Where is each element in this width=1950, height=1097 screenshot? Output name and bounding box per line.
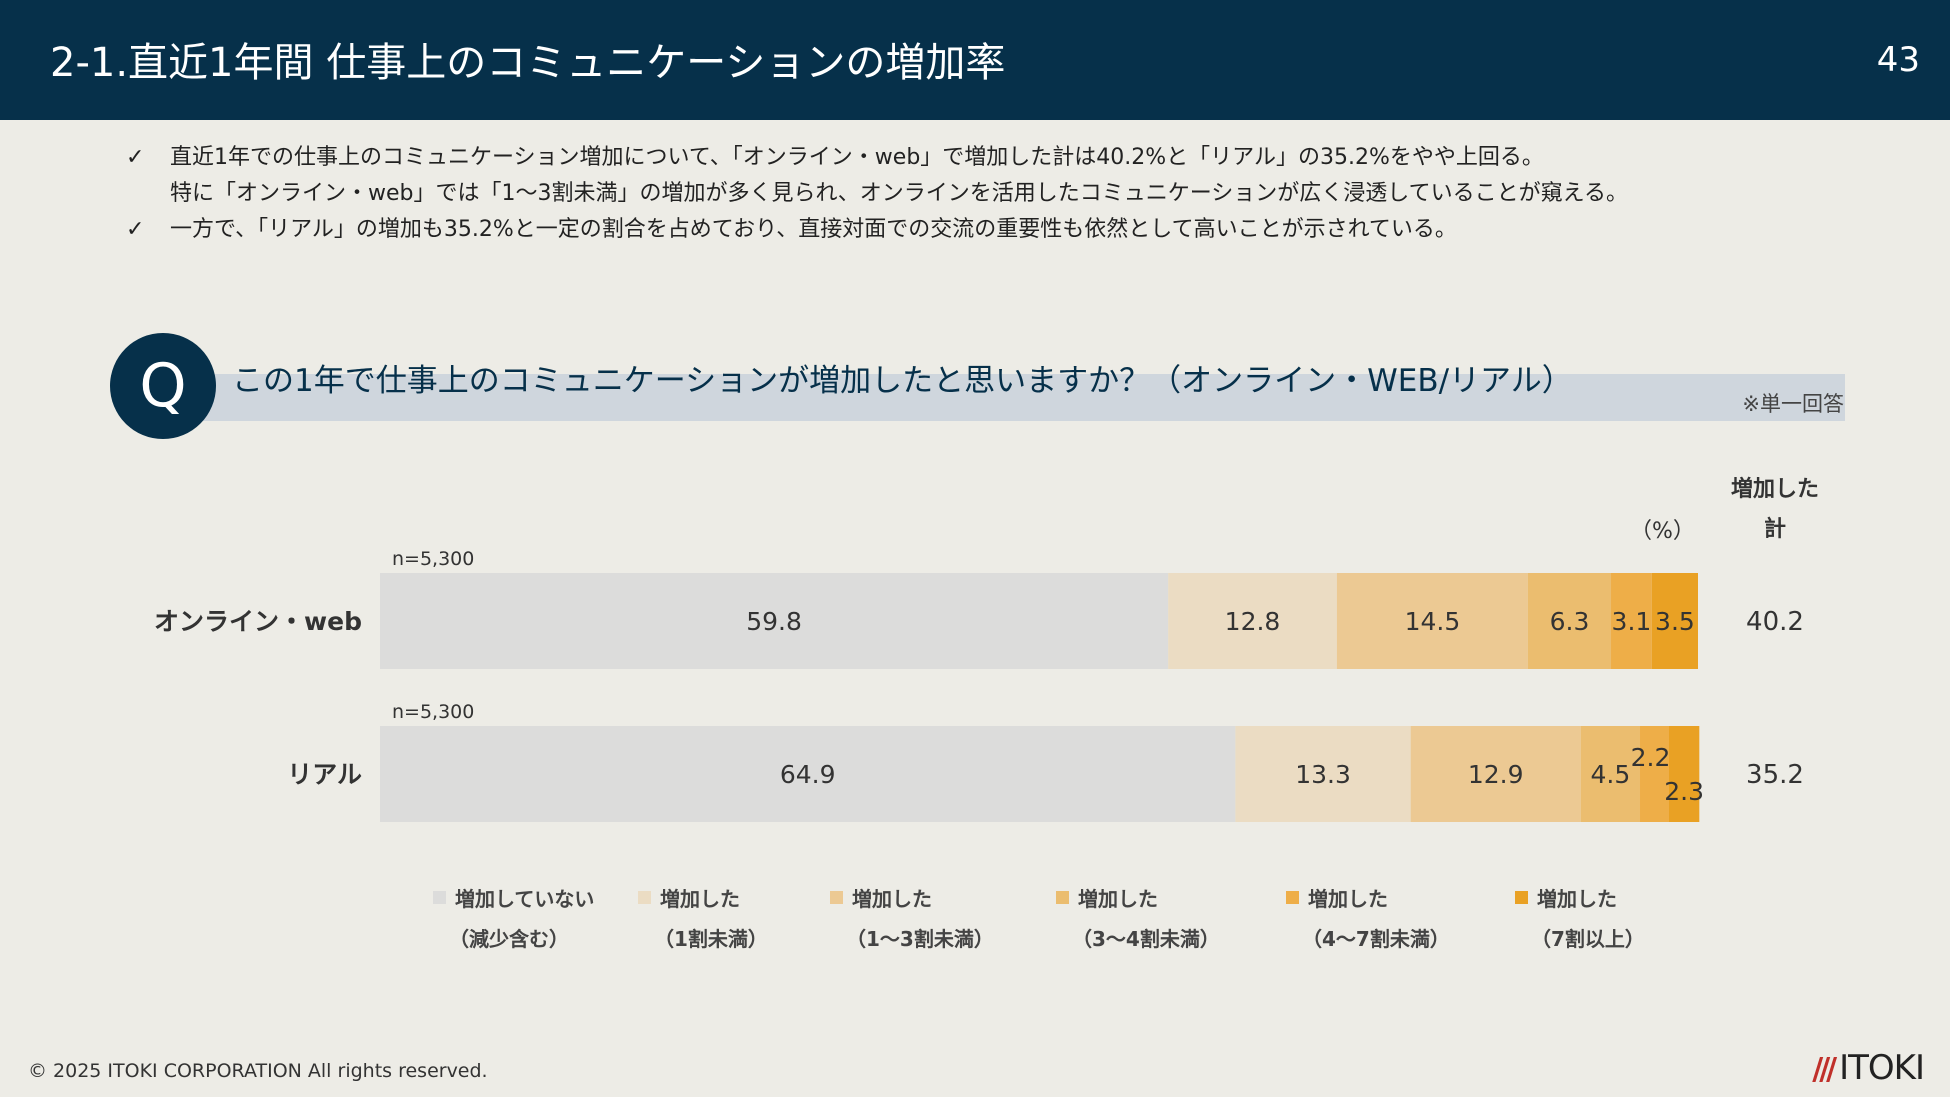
check-icon: ✓	[126, 217, 145, 242]
legend-sublabel: （4～7割未満）	[1302, 927, 1450, 951]
logo-text: ITOKI	[1839, 1048, 1925, 1088]
bar-segment	[1611, 573, 1652, 669]
data-label: 2.2	[1631, 743, 1671, 772]
header-bar: 2-1.直近1年間 仕事上のコミュニケーションの増加率 43	[0, 0, 1950, 120]
sample-size-label: n=5,300	[392, 548, 474, 570]
legend-label: 増加した	[1537, 887, 1617, 911]
logo-mark-icon: ///	[1812, 1052, 1837, 1087]
question-marker: Q	[110, 333, 216, 439]
question-text: この1年で仕事上のコミュニケーションが増加したと思いますか？（オンライン・WEB…	[232, 363, 1573, 399]
legend-swatch	[830, 891, 843, 904]
legend-label: 増加した	[852, 887, 932, 911]
data-label: 12.9	[1468, 760, 1524, 789]
total-header: 増加した 計	[1720, 470, 1830, 550]
chart-legend: 増加していない （減少含む） 増加した （1割未満） 増加した （1～3割未満） 増加した （…	[0, 883, 1950, 973]
legend-sublabel: （減少含む）	[449, 927, 569, 951]
bar-segment	[1580, 726, 1641, 822]
legend-sublabel: （1～3割未満）	[846, 927, 994, 951]
legend-label: 増加した	[1308, 887, 1388, 911]
data-label: 2.3	[1664, 777, 1704, 806]
legend-swatch	[1056, 891, 1069, 904]
bar-segment	[380, 726, 1236, 822]
row-label: リアル	[287, 760, 362, 789]
bullet-item: ✓ 直近1年での仕事上のコミュニケーション増加について、「オンライン・web」で…	[126, 140, 1886, 212]
page-title: 2-1.直近1年間 仕事上のコミュニケーションの増加率	[50, 40, 1006, 86]
bar-segment	[1235, 726, 1411, 822]
legend-swatch	[1515, 891, 1528, 904]
total-header-line2: 計	[1763, 517, 1786, 542]
total-value: 40.2	[1746, 607, 1804, 637]
data-label: 13.3	[1295, 760, 1351, 789]
answer-type-note: ※単一回答	[1742, 392, 1844, 416]
bar-segment	[1410, 726, 1581, 822]
data-label: 64.9	[780, 760, 836, 789]
company-logo: ///ITOKI	[1812, 1048, 1925, 1088]
bar-segment	[1651, 573, 1698, 669]
legend-sublabel: （7割以上）	[1531, 927, 1645, 951]
legend-sublabel: （1割未満）	[654, 927, 768, 951]
legend-swatch	[1286, 891, 1299, 904]
legend-label: 増加した	[1078, 887, 1158, 911]
data-label: 12.8	[1225, 607, 1281, 636]
data-label: 4.5	[1590, 760, 1630, 789]
total-header-line1: 増加した	[1730, 477, 1819, 502]
legend-label: 増加していない	[455, 887, 595, 911]
bullet-item: ✓ 一方で、「リアル」の増加も35.2%と一定の割合を占めており、直接対面での交…	[126, 212, 1886, 248]
legend-sublabel: （3～4割未満）	[1072, 927, 1220, 951]
legend-swatch	[433, 891, 446, 904]
summary-bullets: ✓ 直近1年での仕事上のコミュニケーション増加について、「オンライン・web」で…	[126, 140, 1886, 248]
page-number: 43	[1876, 40, 1920, 80]
total-value: 35.2	[1746, 760, 1804, 790]
unit-label: （%）	[1630, 519, 1695, 544]
bar-segment	[1669, 726, 1700, 822]
bar-segment	[1336, 573, 1528, 669]
data-label: 6.3	[1550, 607, 1590, 636]
data-label: 3.5	[1655, 607, 1695, 636]
data-label: 3.1	[1612, 607, 1652, 636]
bar-segment	[1640, 726, 1670, 822]
data-label: 14.5	[1405, 607, 1461, 636]
bullet-line: 直近1年での仕事上のコミュニケーション増加について、「オンライン・web」で増加…	[170, 145, 1544, 170]
bullet-line: 一方で、「リアル」の増加も35.2%と一定の割合を占めており、直接対面での交流の…	[170, 217, 1457, 242]
copyright: © 2025 ITOKI CORPORATION All rights rese…	[28, 1060, 488, 1082]
row-label: オンライン・web	[154, 607, 362, 636]
check-icon: ✓	[126, 145, 145, 170]
question-band	[200, 374, 1845, 421]
legend-swatch	[638, 891, 651, 904]
bar-segment	[1527, 573, 1612, 669]
bar-segment	[1168, 573, 1337, 669]
sample-size-label: n=5,300	[392, 701, 474, 723]
data-label: 59.8	[746, 607, 802, 636]
bullet-line: 特に「オンライン・web」では「1～3割未満」の増加が多く見られ、オンラインを活…	[170, 181, 1628, 206]
legend-label: 増加した	[660, 887, 740, 911]
bar-segment	[380, 573, 1169, 669]
